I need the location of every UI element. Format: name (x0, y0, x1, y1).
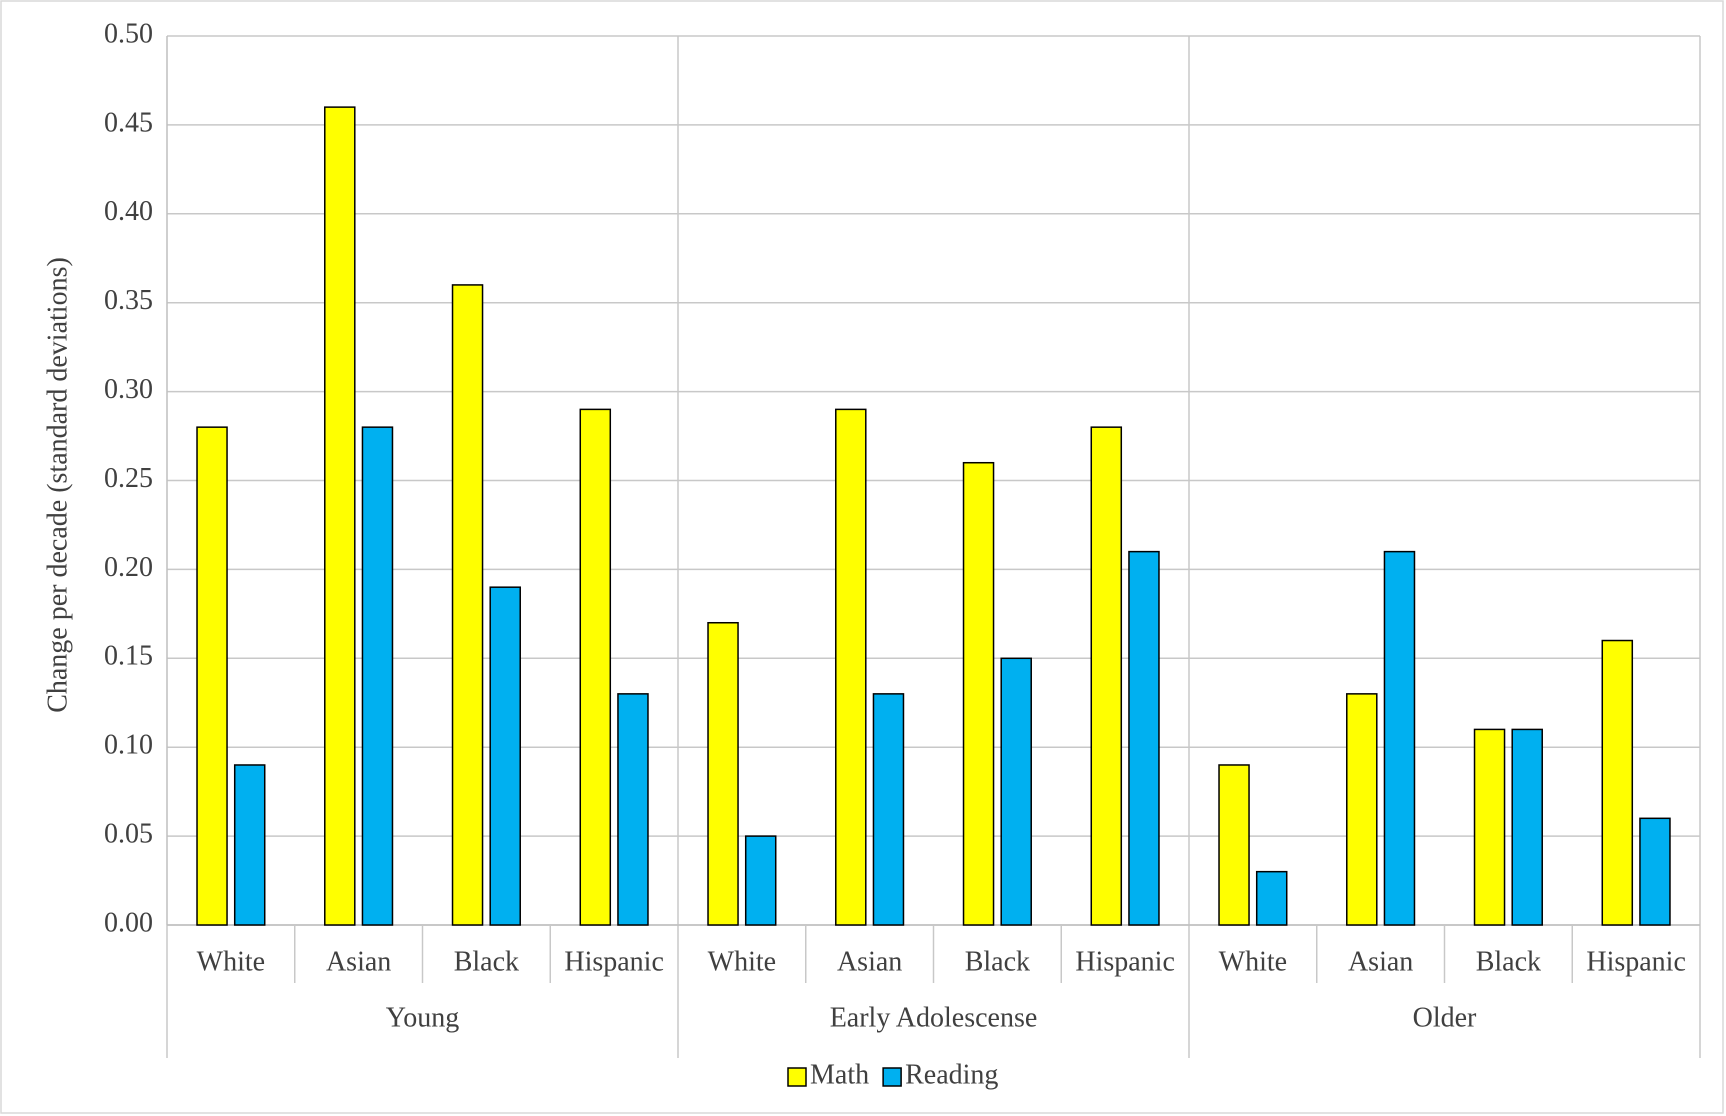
bar (196, 426, 228, 926)
bar (489, 586, 521, 926)
y-tick-label: 0.45 (104, 107, 153, 138)
y-tick-label: 0.40 (104, 196, 153, 227)
x-tick-label: Asian (326, 946, 391, 977)
y-tick-label: 0.05 (104, 819, 153, 850)
x-tick-label: White (708, 946, 776, 977)
x-tick-label: Hispanic (1586, 946, 1686, 977)
bar (835, 408, 867, 926)
y-tick-label: 0.35 (104, 285, 153, 316)
legend-label: Reading (905, 1059, 998, 1090)
y-tick-label: 0.10 (104, 730, 153, 761)
bar (1601, 639, 1634, 926)
bar (1255, 870, 1288, 926)
bar (579, 408, 612, 926)
group-label: Early Adolescense (830, 1002, 1038, 1033)
x-tick-label: Asian (1348, 946, 1413, 977)
bar (324, 106, 356, 926)
legend-label: Math (810, 1059, 869, 1090)
bar (1639, 817, 1671, 926)
bar (1000, 657, 1032, 926)
x-tick-label: White (197, 946, 265, 977)
y-tick-label: 0.25 (104, 463, 153, 494)
bar (872, 693, 905, 926)
bar (1128, 550, 1160, 926)
bar (1218, 764, 1250, 926)
x-tick-label: Black (965, 946, 1030, 977)
bar (233, 764, 266, 926)
y-tick-label: 0.50 (104, 18, 153, 49)
legend-swatch (787, 1067, 807, 1087)
x-tick-label: Black (1476, 946, 1541, 977)
x-tick-label: Asian (837, 946, 902, 977)
bar (707, 621, 739, 926)
bar (361, 426, 394, 926)
y-tick-label: 0.20 (104, 552, 153, 583)
bar (1346, 693, 1378, 926)
group-label: Older (1413, 1002, 1477, 1033)
bar (962, 461, 995, 926)
legend-swatch (882, 1067, 902, 1087)
bar (451, 284, 484, 926)
group-label: Young (386, 1002, 459, 1033)
x-tick-label: White (1219, 946, 1287, 977)
y-tick-label: 0.15 (104, 641, 153, 672)
bar (1511, 728, 1543, 926)
y-axis-label: Change per decade (standard deviations) (42, 257, 73, 713)
bar (1090, 426, 1123, 926)
bar (1473, 728, 1506, 926)
x-tick-label: Hispanic (564, 946, 664, 977)
x-tick-label: Black (454, 946, 519, 977)
y-tick-label: 0.00 (104, 907, 153, 938)
bar (744, 835, 777, 926)
bar (1383, 550, 1416, 926)
x-tick-label: Hispanic (1075, 946, 1175, 977)
y-tick-label: 0.30 (104, 374, 153, 405)
bar (617, 693, 649, 926)
